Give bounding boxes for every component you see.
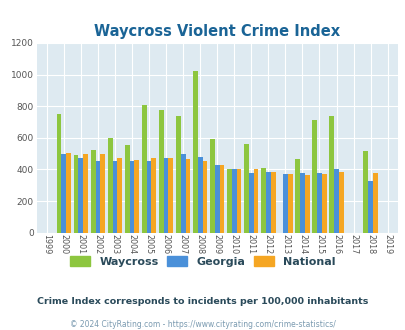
Bar bbox=[236, 169, 241, 233]
Bar bbox=[243, 144, 248, 233]
Bar bbox=[112, 161, 117, 233]
Bar bbox=[107, 138, 112, 233]
Bar bbox=[270, 172, 275, 233]
Bar bbox=[74, 155, 78, 233]
Bar bbox=[78, 157, 83, 233]
Bar bbox=[248, 173, 253, 233]
Bar bbox=[287, 174, 292, 233]
Bar bbox=[299, 173, 304, 233]
Bar bbox=[192, 71, 197, 233]
Bar bbox=[316, 173, 321, 233]
Bar bbox=[253, 169, 258, 233]
Bar bbox=[209, 139, 214, 233]
Bar bbox=[231, 169, 236, 233]
Bar bbox=[197, 157, 202, 233]
Bar bbox=[333, 169, 338, 233]
Bar bbox=[294, 159, 299, 233]
Bar bbox=[214, 165, 219, 233]
Bar bbox=[202, 161, 207, 233]
Bar bbox=[117, 157, 122, 233]
Bar bbox=[146, 161, 151, 233]
Title: Waycross Violent Crime Index: Waycross Violent Crime Index bbox=[94, 24, 339, 39]
Bar bbox=[95, 161, 100, 233]
Bar bbox=[90, 150, 95, 233]
Bar bbox=[260, 168, 265, 233]
Bar bbox=[338, 172, 343, 233]
Bar bbox=[311, 119, 316, 233]
Bar bbox=[134, 160, 139, 233]
Bar bbox=[141, 105, 146, 233]
Bar bbox=[129, 161, 134, 233]
Bar bbox=[151, 158, 156, 233]
Bar bbox=[219, 165, 224, 233]
Bar bbox=[175, 116, 180, 233]
Bar bbox=[83, 153, 88, 233]
Bar bbox=[372, 173, 377, 233]
Text: © 2024 CityRating.com - https://www.cityrating.com/crime-statistics/: © 2024 CityRating.com - https://www.city… bbox=[70, 319, 335, 329]
Bar bbox=[226, 169, 231, 233]
Bar bbox=[57, 114, 61, 233]
Legend: Waycross, Georgia, National: Waycross, Georgia, National bbox=[70, 256, 335, 267]
Bar bbox=[265, 172, 270, 233]
Bar bbox=[66, 153, 71, 233]
Bar bbox=[61, 153, 66, 233]
Bar bbox=[304, 175, 309, 233]
Bar bbox=[367, 181, 372, 233]
Bar bbox=[321, 174, 326, 233]
Bar bbox=[180, 154, 185, 233]
Bar bbox=[100, 154, 105, 233]
Bar bbox=[362, 151, 367, 233]
Bar bbox=[282, 174, 287, 233]
Bar bbox=[328, 116, 333, 233]
Bar bbox=[163, 158, 168, 233]
Text: Crime Index corresponds to incidents per 100,000 inhabitants: Crime Index corresponds to incidents per… bbox=[37, 297, 368, 307]
Bar bbox=[185, 159, 190, 233]
Bar bbox=[168, 158, 173, 233]
Bar bbox=[158, 110, 163, 233]
Bar bbox=[124, 145, 129, 233]
